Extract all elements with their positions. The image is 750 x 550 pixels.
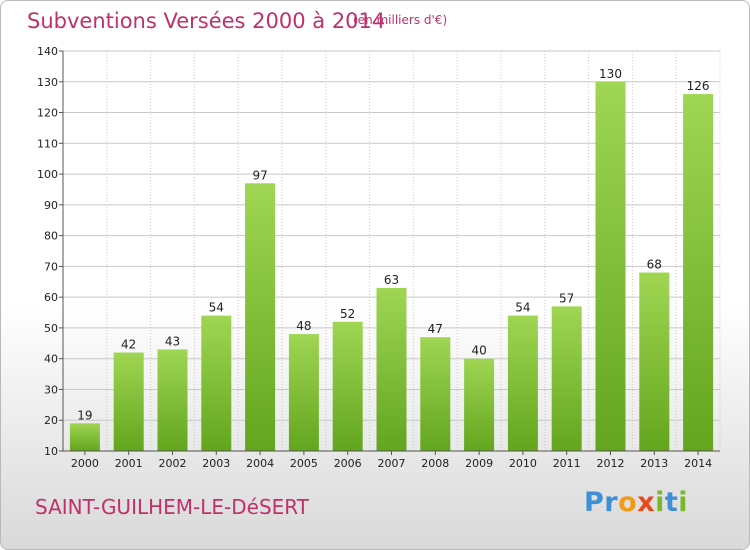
value-label: 130 — [599, 67, 622, 81]
value-label: 63 — [384, 273, 399, 287]
bar-2000 — [69, 423, 100, 451]
x-tick-label: 2009 — [465, 457, 493, 470]
logo-letter: x — [637, 487, 656, 518]
y-tick-label: 40 — [44, 353, 58, 366]
bar-2003 — [201, 315, 232, 451]
x-tick-label: 2010 — [509, 457, 537, 470]
logo-letter: i — [655, 487, 665, 518]
bar-2008 — [420, 337, 451, 451]
y-tick-label: 50 — [44, 322, 58, 335]
x-tick-label: 2006 — [334, 457, 362, 470]
y-tick-label: 10 — [44, 445, 58, 458]
x-tick-label: 2005 — [290, 457, 318, 470]
x-tick-label: 2013 — [640, 457, 668, 470]
bar-2011 — [551, 306, 582, 451]
x-tick-label: 2012 — [597, 457, 625, 470]
bars — [69, 81, 714, 452]
value-label: 57 — [559, 291, 574, 305]
bar-2006 — [332, 321, 363, 451]
proxiti-logo: Proxiti — [584, 487, 688, 518]
chart-subtitle: (en milliers d'€) — [353, 13, 448, 27]
value-label: 68 — [647, 258, 662, 272]
x-tick-label: 2007 — [378, 457, 406, 470]
logo-letter: o — [618, 487, 638, 518]
value-label: 19 — [77, 408, 92, 422]
x-tick-label: 2003 — [202, 457, 230, 470]
x-tick-label: 2001 — [115, 457, 143, 470]
value-label: 52 — [340, 307, 355, 321]
value-label: 47 — [428, 322, 443, 336]
logo-letter: P — [584, 487, 605, 518]
y-tick-label: 140 — [37, 45, 58, 58]
y-tick-label: 80 — [44, 230, 58, 243]
logo-letter: t — [664, 487, 679, 518]
y-tick-label: 30 — [44, 383, 58, 396]
axes: 10 20 30 40 50 60 70 80 90 100 110 120 130 140 2000 200… — [37, 45, 720, 470]
bar-2004 — [245, 183, 276, 452]
bar-2001 — [113, 352, 144, 451]
y-tick-label: 60 — [44, 291, 58, 304]
value-label: 43 — [165, 334, 180, 348]
bar-2007 — [376, 287, 407, 451]
bar-2012 — [595, 81, 626, 452]
value-label: 48 — [296, 319, 311, 333]
x-tick-label: 2002 — [159, 457, 187, 470]
y-tick-label: 70 — [44, 260, 58, 273]
logo-letter: r — [604, 487, 619, 518]
y-tick-label: 110 — [37, 137, 58, 150]
bar-2005 — [288, 334, 319, 451]
value-label: 54 — [209, 301, 224, 315]
value-label: 40 — [471, 344, 486, 358]
x-tick-label: 2011 — [553, 457, 581, 470]
logo-letter: i — [678, 487, 689, 518]
x-tick-label: 2004 — [246, 457, 274, 470]
value-label: 97 — [252, 168, 267, 182]
x-tick-label: 2014 — [684, 457, 712, 470]
chart-title: Subventions Versées 2000 à 2014 — [27, 9, 386, 33]
value-label: 54 — [515, 301, 530, 315]
value-label: 42 — [121, 338, 136, 352]
bar-2010 — [507, 315, 538, 451]
commune-name: SAINT-GUILHEM-LE-DéSERT — [35, 495, 309, 519]
bar-2002 — [157, 349, 188, 451]
y-tick-label: 90 — [44, 199, 58, 212]
value-label: 126 — [687, 79, 710, 93]
bar-2013 — [639, 272, 670, 451]
bar-2009 — [464, 358, 495, 451]
x-tick-label: 2008 — [421, 457, 449, 470]
value-labels: 19 42 43 54 97 48 52 63 47 40 54 57 130 68 126 — [77, 67, 709, 423]
bar-2014 — [683, 94, 714, 452]
y-tick-label: 100 — [37, 168, 58, 181]
y-tick-label: 120 — [37, 107, 58, 120]
x-tick-label: 2000 — [71, 457, 99, 470]
y-tick-label: 20 — [44, 414, 58, 427]
y-tick-label: 130 — [37, 76, 58, 89]
